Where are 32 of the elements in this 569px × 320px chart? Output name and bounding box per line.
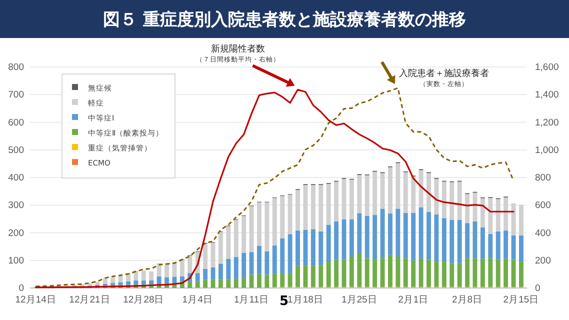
y2-tick-label: 200 bbox=[535, 255, 551, 266]
y-tick-label: 200 bbox=[8, 228, 24, 239]
x-tick-label: 12月21日 bbox=[69, 294, 110, 306]
x-tick-label: 2月1日 bbox=[398, 294, 429, 306]
y-tick-label: 500 bbox=[8, 144, 24, 156]
y-tick-label: 300 bbox=[8, 200, 24, 212]
x-tick-label: 1月11日 bbox=[234, 294, 270, 306]
text: 5 bbox=[279, 294, 289, 309]
y-tick-label: 100 bbox=[8, 255, 24, 266]
x-tick-label: 2月8日 bbox=[452, 294, 483, 306]
x-tick-label: 1月25日 bbox=[341, 294, 378, 306]
y2-tick-label: 800 bbox=[535, 172, 551, 184]
chart-title: 図５ 重症度別入院患者数と施設療養者数の推移 bbox=[103, 10, 466, 30]
y2-tick-label: 0 bbox=[535, 283, 540, 294]
y2-tick-label: 1,600 bbox=[535, 62, 559, 74]
x-tick-label: 12月28日 bbox=[123, 294, 164, 306]
y2-tick-label: 1,400 bbox=[535, 90, 559, 101]
y-tick-label: 800 bbox=[8, 62, 24, 74]
x-tick-label: 1月18日 bbox=[288, 294, 324, 306]
y2-tick-label: 600 bbox=[535, 200, 551, 212]
x-tick-label: 2月15日 bbox=[503, 294, 540, 306]
y-tick-label: 700 bbox=[8, 90, 24, 101]
y-tick-label: 0 bbox=[18, 283, 24, 294]
y-tick-label: 400 bbox=[8, 172, 24, 184]
x-tick-label: 1月4日 bbox=[182, 294, 213, 306]
text: 新規陽性者数 bbox=[210, 44, 265, 55]
y-tick-label: 600 bbox=[8, 117, 24, 128]
y2-tick-label: 1,200 bbox=[535, 117, 559, 128]
y2-tick-label: 400 bbox=[535, 228, 551, 239]
y2-tick-label: 1,000 bbox=[535, 144, 559, 156]
legend-label: 入院患者＋施設療養者 bbox=[398, 68, 489, 79]
x-tick-label: 12月14日 bbox=[15, 294, 56, 306]
